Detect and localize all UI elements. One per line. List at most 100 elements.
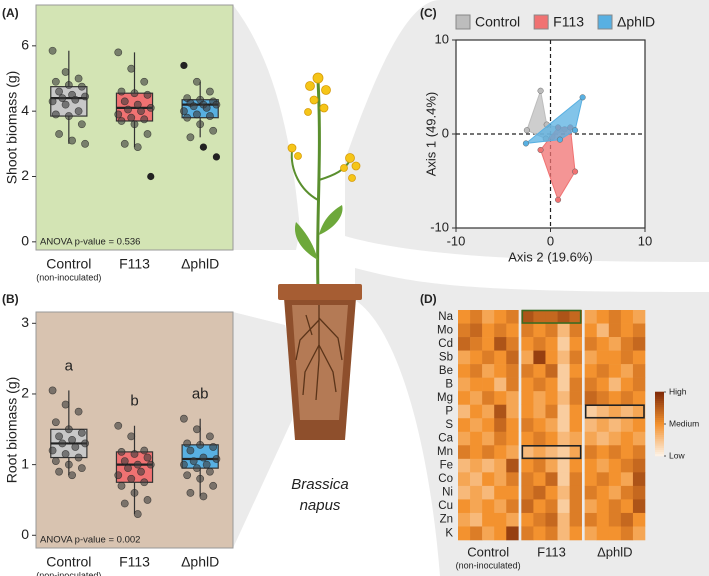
- heat-cell: [506, 472, 519, 487]
- heat-cell: [557, 377, 570, 392]
- heat-cell: [470, 499, 483, 514]
- y-tick-label: 3: [21, 314, 29, 330]
- data-point: [193, 425, 201, 434]
- heat-cell: [458, 526, 471, 541]
- heat-cell: [569, 512, 582, 527]
- heat-cell: [482, 418, 495, 433]
- data-point: [51, 457, 60, 465]
- significance-letter: a: [65, 357, 74, 374]
- heat-cell: [596, 310, 610, 324]
- heat-cell: [620, 526, 634, 541]
- heat-cell: [545, 512, 558, 527]
- heat-cell: [482, 431, 495, 446]
- heat-cell: [494, 323, 507, 338]
- data-point: [209, 481, 218, 490]
- y-tick-label: 0: [21, 526, 29, 542]
- roots: [295, 305, 343, 401]
- heat-cell: [632, 485, 646, 500]
- heat-cell: [482, 310, 495, 324]
- group-label: Control: [467, 544, 509, 559]
- data-point: [199, 143, 208, 151]
- plant: Brassica napus: [278, 72, 362, 514]
- heat-cell: [608, 323, 622, 338]
- heat-cell: [521, 499, 534, 514]
- heat-cell: [494, 431, 507, 446]
- heat-cell: [470, 445, 483, 460]
- x-tick-label: 10: [638, 233, 652, 248]
- data-point: [64, 460, 73, 469]
- heat-cell: [506, 377, 519, 392]
- heat-cell: [521, 431, 534, 446]
- heat-cell: [506, 499, 519, 514]
- heat-cell: [482, 391, 495, 406]
- row-label: Sb: [439, 351, 453, 363]
- row-label: Fe: [440, 460, 453, 472]
- heat-cell: [557, 418, 570, 433]
- x-tick-label: ΔphlD: [181, 554, 219, 570]
- heat-cell: [620, 391, 634, 406]
- highlight-box: [521, 444, 582, 460]
- data-point: [120, 97, 129, 106]
- heat-cell: [533, 404, 546, 419]
- row-label: P: [445, 406, 453, 418]
- heat-cell: [557, 350, 570, 365]
- heat-cell: [470, 404, 483, 419]
- data-point: [147, 172, 155, 181]
- row-label: Ni: [442, 487, 453, 499]
- heat-cell: [494, 445, 507, 460]
- data-point: [117, 481, 126, 490]
- heat-cell: [470, 472, 483, 487]
- colorbar-step: [655, 425, 664, 429]
- pot-window: [292, 305, 348, 420]
- heat-cell: [533, 485, 546, 500]
- colorbar-step: [655, 430, 664, 433]
- heat-cell: [545, 418, 558, 433]
- heat-cell: [632, 458, 646, 473]
- data-point: [209, 443, 218, 451]
- heat-cell: [596, 445, 610, 460]
- heat-cell: [545, 431, 558, 446]
- data-point: [61, 400, 70, 409]
- heat-cell: [494, 364, 507, 378]
- colorbar-step: [655, 440, 664, 444]
- x-tick-label: ΔphlD: [181, 256, 219, 272]
- heat-cell: [584, 458, 598, 473]
- data-point: [51, 110, 60, 119]
- heat-cell: [584, 310, 598, 324]
- heat-cell: [569, 404, 582, 419]
- heat-cell: [458, 458, 471, 473]
- row-label: Ca: [438, 433, 453, 445]
- heat-cell: [533, 526, 546, 541]
- data-point: [48, 97, 57, 106]
- data-point: [55, 432, 63, 441]
- heat-cell: [533, 431, 546, 446]
- heat-cell: [470, 337, 483, 351]
- heat-cell: [608, 458, 622, 473]
- heat-cell: [545, 391, 558, 406]
- heat-cell: [620, 445, 634, 460]
- heat-cell: [584, 337, 598, 351]
- highlight-box: [521, 309, 582, 324]
- y-tick-label: -10: [430, 219, 449, 234]
- data-point: [124, 105, 132, 114]
- colorbar-step: [655, 451, 664, 455]
- heat-cell: [482, 364, 495, 378]
- heat-cell: [596, 404, 610, 419]
- colorbar-step: [655, 434, 664, 438]
- heat-cell: [545, 485, 558, 500]
- data-point: [199, 492, 208, 501]
- legend-label: ΔphlD: [617, 14, 655, 30]
- heat-cell: [506, 391, 519, 406]
- data-point: [133, 510, 142, 518]
- data-point: [212, 100, 221, 109]
- colorbar-step: [655, 404, 664, 408]
- legend-swatch: [597, 14, 613, 30]
- heat-cell: [458, 323, 471, 338]
- data-point: [180, 414, 188, 423]
- data-point: [127, 432, 136, 441]
- heat-cell: [458, 472, 471, 487]
- heat-cell: [584, 512, 598, 527]
- heat-cell: [596, 458, 610, 473]
- leaf: [294, 222, 318, 260]
